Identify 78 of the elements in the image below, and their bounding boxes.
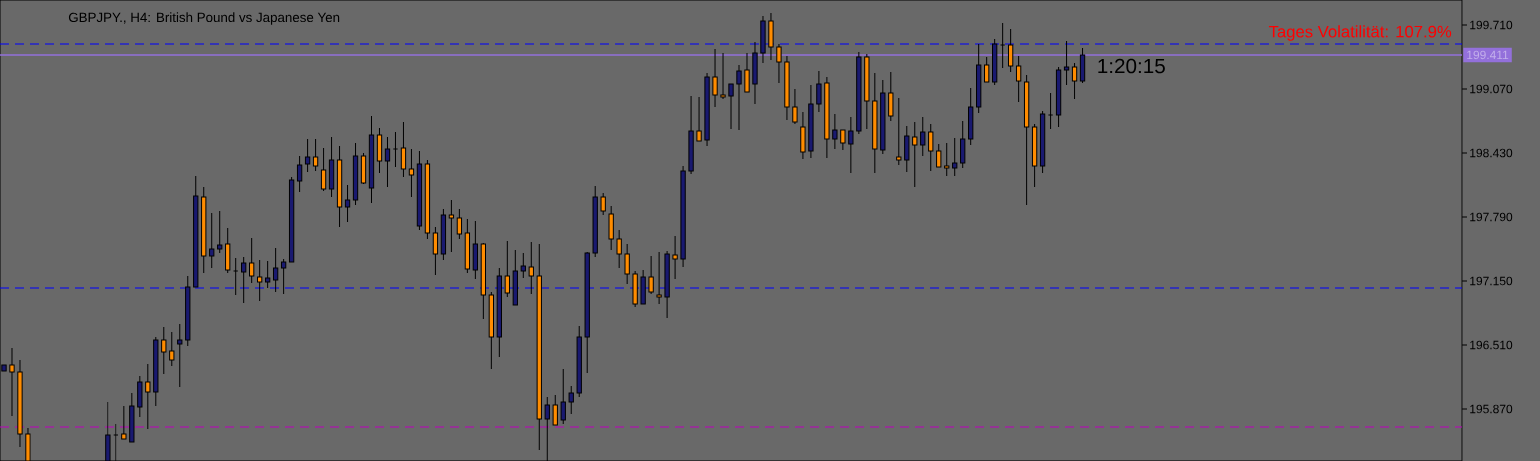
candlestick	[792, 88, 798, 125]
candlestick	[257, 259, 263, 302]
candlestick	[776, 43, 782, 84]
candlestick	[568, 385, 574, 415]
candlestick	[832, 113, 838, 150]
candlestick	[264, 260, 271, 289]
candlestick	[280, 258, 287, 295]
candlestick	[999, 22, 1006, 69]
candlestick	[552, 394, 558, 426]
candlestick	[816, 70, 822, 113]
candlestick	[272, 247, 279, 293]
candlestick	[848, 116, 854, 174]
y-tick-label: 198.430	[1470, 148, 1513, 158]
candlestick	[600, 192, 606, 216]
candlestick	[920, 116, 926, 157]
candlestick	[344, 184, 351, 223]
candlestick	[456, 208, 463, 240]
candlestick	[696, 96, 702, 142]
candlestick	[504, 240, 510, 298]
candlestick	[712, 48, 718, 108]
candlestick	[9, 347, 15, 417]
candlestick	[384, 136, 391, 188]
candlestick	[145, 363, 151, 430]
candlestick	[169, 331, 175, 367]
candlestick	[624, 243, 630, 285]
candlestick	[312, 138, 319, 172]
candlestick	[744, 52, 750, 93]
candlestick	[928, 123, 934, 172]
candlestick	[1071, 62, 1078, 100]
y-tick-label: 196.510	[1470, 340, 1513, 350]
candlestick	[304, 138, 311, 173]
candlestick	[672, 235, 678, 280]
candlestick	[528, 241, 534, 295]
candlestick	[912, 121, 918, 188]
text: GBPJPY., H4: British Pound vs Japanese Yen	[68, 12, 340, 25]
candlestick	[1063, 40, 1070, 86]
y-tick-label: 197.790	[1470, 212, 1513, 222]
candlestick	[249, 237, 255, 284]
candlestick	[616, 229, 622, 269]
y-tick-label: 199.070	[1470, 84, 1513, 94]
candlestick	[296, 155, 303, 193]
candlestick	[400, 121, 407, 178]
candlestick	[241, 256, 247, 304]
candlestick	[161, 326, 167, 375]
y-tick-label: 197.150	[1470, 276, 1513, 286]
candlestick	[121, 405, 127, 440]
candlestick	[720, 52, 726, 100]
candlestick	[984, 56, 990, 83]
ref-line-label: 199.411	[1467, 50, 1509, 60]
candlestick	[656, 251, 662, 305]
candlestick	[936, 143, 942, 168]
candlestick	[648, 255, 654, 295]
annotation: 1:20:15	[1098, 58, 1165, 74]
candlestick	[408, 148, 415, 198]
candlestick	[432, 226, 439, 276]
candlestick	[728, 83, 734, 130]
candlestick	[448, 199, 455, 253]
y-tick-label: 199.710	[1470, 20, 1513, 30]
candlestick	[960, 120, 966, 169]
annotation: Tages Volatilität: 107.9%	[1268, 25, 1452, 41]
candlestick	[952, 137, 958, 177]
y-tick-label: 195.870	[1470, 404, 1513, 414]
candlestick	[888, 71, 894, 122]
candlestick	[320, 147, 327, 192]
candlestick	[736, 64, 742, 131]
candlestick	[217, 210, 223, 254]
candlestick	[1007, 28, 1014, 73]
candlestick	[896, 97, 902, 166]
candlestick	[944, 142, 950, 177]
candlestick	[520, 252, 526, 279]
candlestick	[560, 368, 566, 425]
candlestick	[392, 131, 399, 168]
candlestick	[1015, 55, 1022, 103]
candlestick	[209, 212, 215, 269]
candlestick	[840, 129, 846, 151]
candlestick	[1047, 92, 1054, 130]
candlestick	[177, 323, 183, 388]
candlestick	[904, 125, 910, 173]
